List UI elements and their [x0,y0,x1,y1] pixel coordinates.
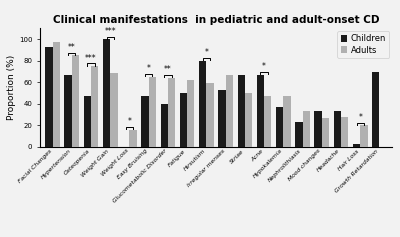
Bar [64,75,72,147]
Bar [206,83,214,147]
Bar [238,75,245,147]
Bar [353,144,360,147]
Legend: Children, Adults: Children, Adults [338,31,390,58]
Text: ***: *** [85,54,97,63]
Text: *: * [358,113,362,122]
Bar [45,47,52,147]
Bar [218,90,226,147]
Bar [72,55,79,147]
Bar [199,61,206,147]
Bar [334,111,341,147]
Bar [180,93,187,147]
Bar [168,78,175,147]
Bar [341,117,348,147]
Bar [295,122,302,147]
Bar [314,111,322,147]
Bar [110,73,118,147]
Bar [91,66,98,147]
Bar [257,75,264,147]
Bar [245,93,252,147]
Bar [322,118,329,147]
Bar [264,96,271,147]
Bar [283,96,291,147]
Bar [52,42,60,147]
Bar [149,77,156,147]
Bar [302,111,310,147]
Text: **: ** [164,65,172,74]
Bar [226,75,233,147]
Text: **: ** [68,43,76,52]
Text: *: * [147,64,151,73]
Text: ***: *** [104,27,116,36]
Bar [276,107,283,147]
Title: Clinical manifestations  in pediatric and adult-onset CD: Clinical manifestations in pediatric and… [53,15,379,25]
Text: *: * [262,62,266,71]
Bar [372,72,380,147]
Text: *: * [204,48,208,57]
Bar [141,96,149,147]
Y-axis label: Proportion (%): Proportion (%) [7,55,16,120]
Bar [187,80,194,147]
Bar [84,96,91,147]
Bar [161,104,168,147]
Bar [360,125,368,147]
Bar [130,130,137,147]
Bar [103,39,110,147]
Text: *: * [128,117,131,126]
